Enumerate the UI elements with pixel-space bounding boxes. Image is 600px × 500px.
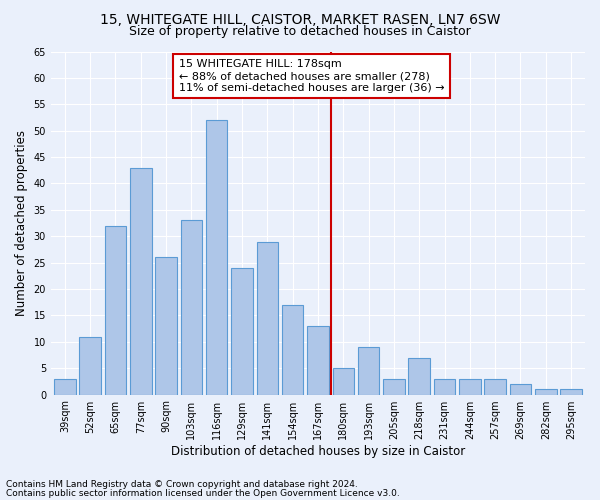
Bar xyxy=(130,168,152,394)
Bar xyxy=(54,378,76,394)
Bar xyxy=(155,258,177,394)
Bar xyxy=(383,378,404,394)
X-axis label: Distribution of detached houses by size in Caistor: Distribution of detached houses by size … xyxy=(171,444,465,458)
Y-axis label: Number of detached properties: Number of detached properties xyxy=(15,130,28,316)
Bar xyxy=(535,390,557,394)
Bar xyxy=(307,326,329,394)
Bar xyxy=(459,378,481,394)
Bar xyxy=(358,347,379,395)
Bar xyxy=(282,305,304,394)
Text: Contains public sector information licensed under the Open Government Licence v3: Contains public sector information licen… xyxy=(6,488,400,498)
Bar xyxy=(409,358,430,395)
Text: Contains HM Land Registry data © Crown copyright and database right 2024.: Contains HM Land Registry data © Crown c… xyxy=(6,480,358,489)
Bar xyxy=(79,336,101,394)
Bar xyxy=(560,390,582,394)
Bar xyxy=(509,384,531,394)
Bar xyxy=(105,226,126,394)
Text: Size of property relative to detached houses in Caistor: Size of property relative to detached ho… xyxy=(129,25,471,38)
Bar xyxy=(257,242,278,394)
Bar xyxy=(206,120,227,394)
Bar xyxy=(181,220,202,394)
Text: 15 WHITEGATE HILL: 178sqm
← 88% of detached houses are smaller (278)
11% of semi: 15 WHITEGATE HILL: 178sqm ← 88% of detac… xyxy=(179,60,445,92)
Bar xyxy=(332,368,354,394)
Bar xyxy=(484,378,506,394)
Bar xyxy=(231,268,253,394)
Text: 15, WHITEGATE HILL, CAISTOR, MARKET RASEN, LN7 6SW: 15, WHITEGATE HILL, CAISTOR, MARKET RASE… xyxy=(100,12,500,26)
Bar xyxy=(434,378,455,394)
